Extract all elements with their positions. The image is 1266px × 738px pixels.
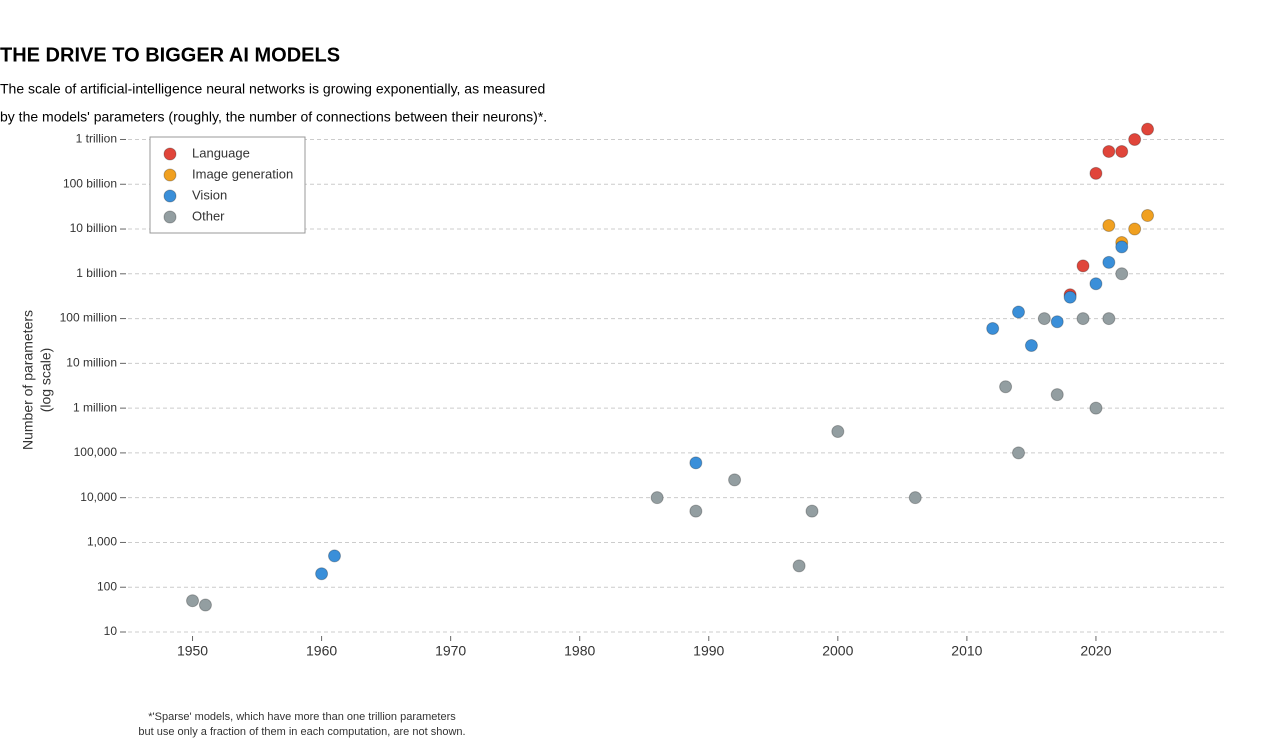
y-tick-label: 100 bbox=[97, 579, 117, 593]
point bbox=[689, 456, 703, 470]
point bbox=[1012, 446, 1026, 460]
legend-label: Image generation bbox=[192, 166, 293, 181]
y-tick-label: 1 billion bbox=[76, 266, 117, 280]
y-tick-label: 10 bbox=[104, 624, 118, 638]
y-tick-label: 100 billion bbox=[63, 176, 117, 190]
legend-label: Language bbox=[192, 145, 250, 160]
point bbox=[1024, 339, 1038, 353]
chart-title: THE DRIVE TO BIGGER AI MODELS bbox=[0, 44, 340, 66]
point bbox=[1089, 401, 1103, 415]
point bbox=[1089, 166, 1103, 180]
y-tick-label: 1 million bbox=[73, 400, 117, 414]
legend-label: Vision bbox=[192, 187, 227, 202]
point bbox=[1102, 144, 1116, 158]
point bbox=[908, 491, 922, 505]
point bbox=[1076, 259, 1090, 273]
y-axis-label: Number of parameters bbox=[20, 310, 36, 450]
y-tick-label: 1,000 bbox=[87, 535, 117, 549]
footnote: but use only a fraction of them in each … bbox=[138, 726, 465, 738]
point bbox=[1128, 132, 1142, 146]
x-tick-label: 1960 bbox=[306, 643, 337, 659]
point bbox=[327, 549, 341, 563]
point bbox=[1076, 312, 1090, 326]
y-tick-label: 10 million bbox=[66, 356, 117, 370]
point bbox=[986, 322, 1000, 336]
point bbox=[1102, 255, 1116, 269]
point bbox=[1128, 222, 1142, 236]
point bbox=[198, 598, 212, 612]
x-tick-label: 1990 bbox=[693, 643, 724, 659]
point bbox=[1102, 312, 1116, 326]
point bbox=[1115, 240, 1129, 254]
point bbox=[1063, 290, 1077, 304]
x-tick-label: 1950 bbox=[177, 643, 208, 659]
point bbox=[792, 559, 806, 573]
x-tick-label: 1980 bbox=[564, 643, 595, 659]
x-tick-label: 2000 bbox=[822, 643, 853, 659]
point bbox=[186, 594, 200, 608]
x-tick-label: 2020 bbox=[1080, 643, 1111, 659]
y-tick-label: 100 million bbox=[60, 311, 117, 325]
point bbox=[1050, 388, 1064, 402]
legend-marker bbox=[163, 147, 177, 161]
subtitle: by the models' parameters (roughly, the … bbox=[0, 109, 547, 125]
y-tick-label: 10 billion bbox=[70, 221, 117, 235]
legend-marker bbox=[163, 168, 177, 182]
point bbox=[1089, 277, 1103, 291]
point bbox=[1115, 144, 1129, 158]
point bbox=[689, 504, 703, 518]
point bbox=[1115, 267, 1129, 281]
subtitle: The scale of artificial-intelligence neu… bbox=[0, 81, 545, 97]
footnote: *'Sparse' models, which have more than o… bbox=[148, 711, 456, 723]
point bbox=[999, 380, 1013, 394]
point bbox=[1050, 315, 1064, 329]
point bbox=[650, 491, 664, 505]
y-tick-label: 100,000 bbox=[74, 445, 118, 459]
point bbox=[1012, 305, 1026, 319]
y-axis-label: (log scale) bbox=[38, 348, 54, 413]
point bbox=[1141, 122, 1155, 136]
point bbox=[805, 504, 819, 518]
y-tick-label: 1 trillion bbox=[76, 132, 117, 146]
point bbox=[728, 473, 742, 487]
legend-marker bbox=[163, 210, 177, 224]
y-tick-label: 10,000 bbox=[80, 490, 117, 504]
legend-marker bbox=[163, 189, 177, 203]
point bbox=[1102, 218, 1116, 232]
legend-label: Other bbox=[192, 208, 225, 223]
point bbox=[1037, 312, 1051, 326]
point bbox=[831, 425, 845, 439]
x-tick-label: 2010 bbox=[951, 643, 982, 659]
point bbox=[315, 567, 329, 581]
point bbox=[1141, 209, 1155, 223]
x-tick-label: 1970 bbox=[435, 643, 466, 659]
